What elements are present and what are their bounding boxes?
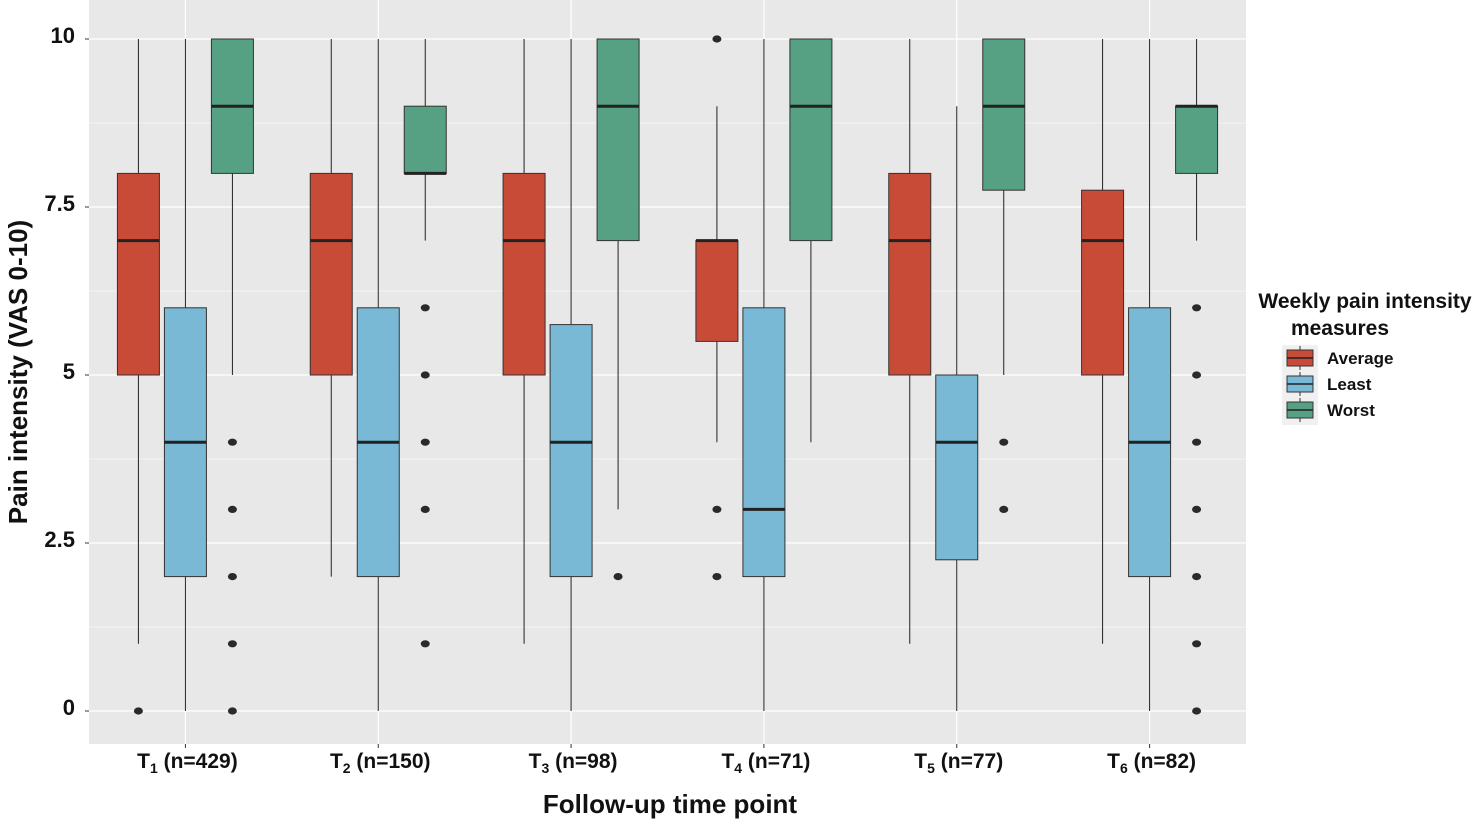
box-iqr xyxy=(982,38,1026,191)
outlier-point xyxy=(1192,640,1202,648)
x-tick-label: T5 (n=77) xyxy=(914,750,1003,776)
outlier-point xyxy=(1192,371,1202,379)
box-worst xyxy=(789,38,833,443)
legend-title-line2: measures xyxy=(1291,317,1389,340)
outlier-point xyxy=(420,640,430,648)
box-worst xyxy=(982,38,1026,513)
panel-background xyxy=(89,0,1246,744)
box-average xyxy=(502,39,546,644)
y-tick-label: 7.5 xyxy=(44,191,75,216)
legend-title-line1: Weekly pain intensity xyxy=(1258,290,1471,313)
box-worst xyxy=(403,39,447,648)
outlier-point xyxy=(712,505,722,513)
box-worst xyxy=(1175,39,1219,715)
outlier-point xyxy=(420,505,430,513)
outlier-point xyxy=(712,35,722,43)
box-worst xyxy=(596,38,640,581)
legend-label: Average xyxy=(1327,349,1393,368)
outlier-point xyxy=(133,707,143,715)
box-least xyxy=(356,39,400,711)
box-average xyxy=(1081,39,1125,644)
box-iqr xyxy=(789,38,833,242)
outlier-point xyxy=(1192,573,1202,581)
x-tick-label: T4 (n=71) xyxy=(721,750,810,776)
outlier-point xyxy=(227,640,237,648)
legend: Weekly pain intensity measures Average Le… xyxy=(1258,290,1472,425)
outlier-point xyxy=(227,505,237,513)
legend-label: Worst xyxy=(1327,401,1375,420)
outlier-point xyxy=(420,438,430,446)
box-iqr xyxy=(596,38,640,242)
outlier-point xyxy=(999,438,1009,446)
outlier-point xyxy=(613,573,623,581)
box-iqr xyxy=(502,172,546,376)
outlier-point xyxy=(227,573,237,581)
box-layer xyxy=(116,35,1219,715)
outlier-point xyxy=(420,304,430,312)
box-iqr xyxy=(1081,189,1125,376)
box-iqr xyxy=(742,307,786,578)
box-iqr xyxy=(695,240,739,342)
outlier-point xyxy=(999,505,1009,513)
x-tick-label: T6 (n=82) xyxy=(1107,750,1196,776)
outlier-point xyxy=(227,707,237,715)
box-average xyxy=(116,39,160,715)
outlier-point xyxy=(227,438,237,446)
box-average xyxy=(888,39,932,644)
outlier-point xyxy=(1192,505,1202,513)
box-least xyxy=(1128,39,1172,711)
x-tick-label: T2 (n=150) xyxy=(330,750,431,776)
box-iqr xyxy=(309,172,353,376)
legend-items: Average Least Worst xyxy=(1286,346,1393,422)
outlier-point xyxy=(712,573,722,581)
y-tick-label: 0 xyxy=(63,695,75,720)
legend-label: Least xyxy=(1327,375,1372,394)
box-iqr xyxy=(1175,105,1219,174)
box-worst xyxy=(210,38,254,715)
x-tick-label: T1 (n=429) xyxy=(137,750,238,776)
box-least xyxy=(549,39,593,711)
box-least xyxy=(935,106,979,711)
y-axis: 0 2.5 5 7.5 10 xyxy=(44,23,89,720)
box-iqr xyxy=(116,172,160,376)
y-tick-label: 2.5 xyxy=(44,527,75,552)
x-axis: T1 (n=429) T2 (n=150) T3 (n=98) T4 (n=71) T5… xyxy=(137,744,1196,776)
box-iqr xyxy=(403,105,447,174)
y-tick-label: 5 xyxy=(63,359,75,384)
box-iqr xyxy=(935,374,979,561)
y-axis-title: Pain intensity (VAS 0-10) xyxy=(3,220,33,524)
box-average xyxy=(695,35,739,581)
box-average xyxy=(309,39,353,577)
outlier-point xyxy=(1192,304,1202,312)
outlier-point xyxy=(1192,707,1202,715)
box-iqr xyxy=(888,172,932,376)
outlier-point xyxy=(1192,438,1202,446)
box-least xyxy=(742,39,786,711)
x-axis-title: Follow-up time point xyxy=(543,789,798,819)
box-least xyxy=(163,39,207,711)
x-tick-label: T3 (n=98) xyxy=(529,750,618,776)
outlier-point xyxy=(420,371,430,379)
y-tick-label: 10 xyxy=(51,23,75,48)
box-iqr xyxy=(549,324,593,578)
